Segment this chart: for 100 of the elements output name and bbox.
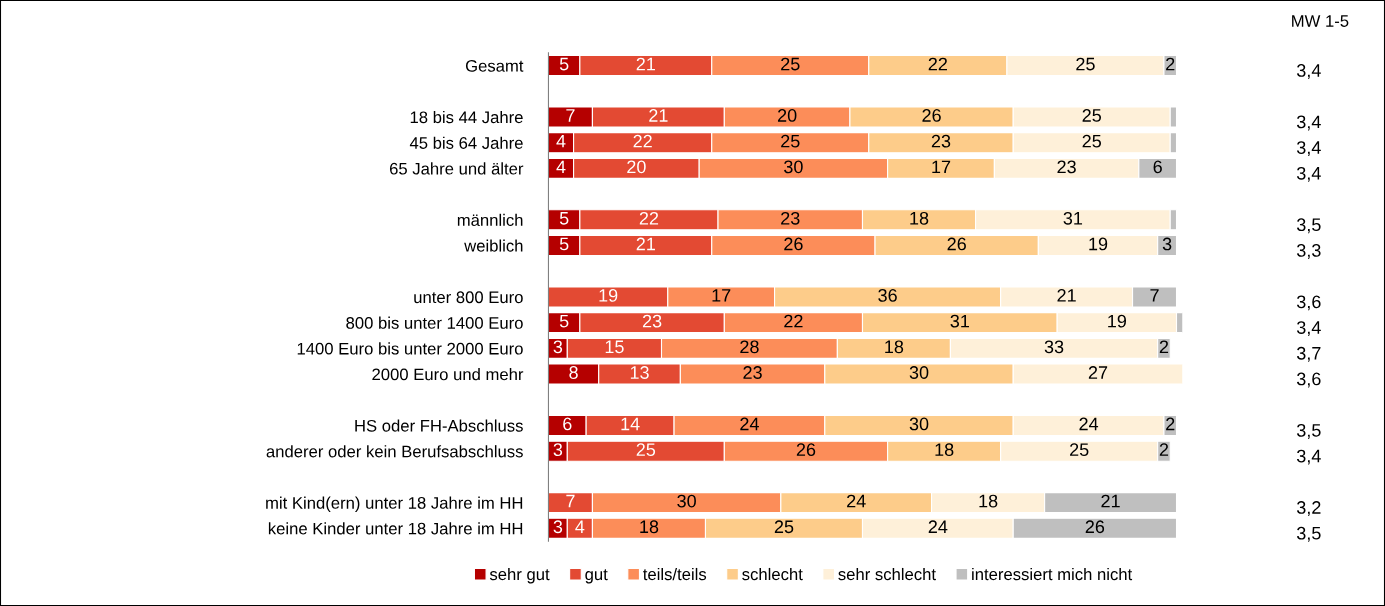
legend-label: teils/teils	[643, 567, 707, 581]
data-label: 25	[1082, 134, 1102, 148]
data-label: 25	[1070, 443, 1089, 457]
text: 3,4	[1296, 449, 1321, 465]
data-label: 7	[1150, 289, 1159, 302]
text: 3,5	[1296, 218, 1321, 234]
data-label: 4	[556, 134, 566, 148]
data-label: 31	[950, 314, 969, 328]
data-label: 20	[627, 160, 646, 174]
data-label: 30	[784, 160, 803, 174]
data-label: 25	[1082, 109, 1102, 122]
data-label: 20	[777, 109, 797, 122]
data-label: 3	[1162, 237, 1172, 251]
data-label: 30	[909, 417, 929, 431]
data-label: 4	[575, 520, 585, 533]
data-label: 14	[621, 417, 640, 431]
data-label: 23	[931, 134, 951, 148]
data-label: 2	[1166, 57, 1175, 71]
text: 3,4	[1296, 166, 1321, 182]
data-label: 23	[781, 211, 800, 225]
y-tick-label: weiblich	[464, 239, 523, 252]
data-label: 3	[553, 443, 563, 457]
data-label: 6	[563, 417, 572, 431]
data-label: 8	[569, 366, 578, 379]
data-label: 26	[947, 237, 966, 251]
data-label: 22	[784, 314, 803, 328]
data-label: 33	[1044, 340, 1064, 354]
data-label: 7	[566, 494, 575, 508]
data-label: 2	[1159, 340, 1169, 354]
y-tick-label: keine Kinder unter 18 Jahre im HH	[268, 522, 523, 535]
text: 3,5	[1296, 423, 1321, 439]
data-label: 21	[636, 237, 655, 251]
data-label: 24	[847, 494, 866, 508]
data-label: 23	[1057, 160, 1076, 174]
text: 3,5	[1296, 526, 1321, 542]
data-label: 23	[743, 366, 762, 379]
y-tick-label: HS oder FH-Abschluss	[355, 419, 523, 432]
data-label: 24	[740, 417, 759, 431]
data-label: 18	[935, 443, 954, 457]
y-tick-label: männlich	[457, 213, 523, 227]
data-label: 15	[605, 340, 624, 354]
data-label: 6	[1153, 160, 1162, 174]
text: 3,4	[1296, 321, 1321, 337]
data-label: 18	[910, 211, 929, 225]
data-label: 19	[599, 289, 618, 302]
y-tick-label: 45 bis 64 Jahre	[409, 136, 523, 149]
data-label: 25	[781, 134, 800, 148]
data-label: 19	[1089, 237, 1108, 251]
data-label: 25	[636, 443, 656, 457]
y-tick-label: unter 800 Euro	[414, 291, 523, 304]
text: 3,7	[1296, 346, 1321, 362]
data-label: 26	[796, 443, 816, 457]
data-label: 30	[677, 494, 696, 508]
data-label: 25	[781, 57, 800, 71]
data-label: 22	[639, 211, 659, 225]
data-label: 24	[1079, 417, 1099, 431]
data-label: 21	[1057, 289, 1076, 302]
y-tick-label: 1400 Euro bis unter 2000 Euro	[297, 342, 523, 355]
data-label: 26	[922, 109, 941, 122]
data-label: 3	[553, 520, 563, 534]
y-tick-label: 800 bis unter 1400 Euro	[346, 316, 523, 329]
data-label: 30	[909, 366, 929, 379]
data-label: 28	[740, 340, 759, 354]
data-label: 31	[1063, 211, 1083, 225]
data-label: 23	[642, 314, 662, 328]
data-label: 25	[774, 520, 794, 534]
legend-label: gut	[585, 569, 608, 584]
data-label: 5	[559, 57, 569, 71]
legend-label: schlecht	[742, 567, 803, 581]
legend-label: sehr gut	[489, 567, 550, 584]
legend-label: sehr schlecht	[838, 567, 936, 581]
text: 3,4	[1296, 64, 1321, 79]
data-label: 21	[1101, 494, 1120, 508]
text: 3,6	[1296, 372, 1321, 388]
y-tick-label: 18 bis 44 Jahre	[410, 110, 523, 124]
data-label: 22	[928, 57, 947, 71]
y-tick-label: 2000 Euro und mehr	[372, 368, 524, 381]
data-label: 17	[712, 289, 731, 302]
data-label: 26	[784, 237, 803, 251]
data-label: 4	[556, 160, 566, 174]
data-label: 2	[1159, 443, 1169, 456]
data-label: 25	[1076, 57, 1095, 71]
data-label: 5	[559, 314, 569, 328]
data-label: 7	[566, 109, 575, 122]
text: 3,2	[1296, 501, 1321, 516]
text: 3,4	[1296, 115, 1321, 131]
data-label: 22	[633, 134, 652, 148]
text: MW 1-5	[1292, 15, 1349, 27]
data-label: 27	[1088, 366, 1108, 379]
y-tick-label: mit Kind(ern) unter 18 Jahre im HH	[266, 496, 523, 513]
data-label: 5	[559, 212, 569, 225]
y-tick-label: Gesamt	[465, 59, 524, 72]
data-label: 5	[559, 237, 569, 251]
y-tick-label: anderer oder kein Berufsabschluss	[266, 445, 523, 458]
data-label: 18	[885, 340, 904, 354]
data-label: 24	[928, 520, 948, 533]
data-label: 36	[878, 289, 897, 302]
data-label: 21	[636, 57, 655, 71]
data-label: 26	[1085, 520, 1105, 534]
legend-label: interessiert mich nicht	[972, 567, 1133, 581]
